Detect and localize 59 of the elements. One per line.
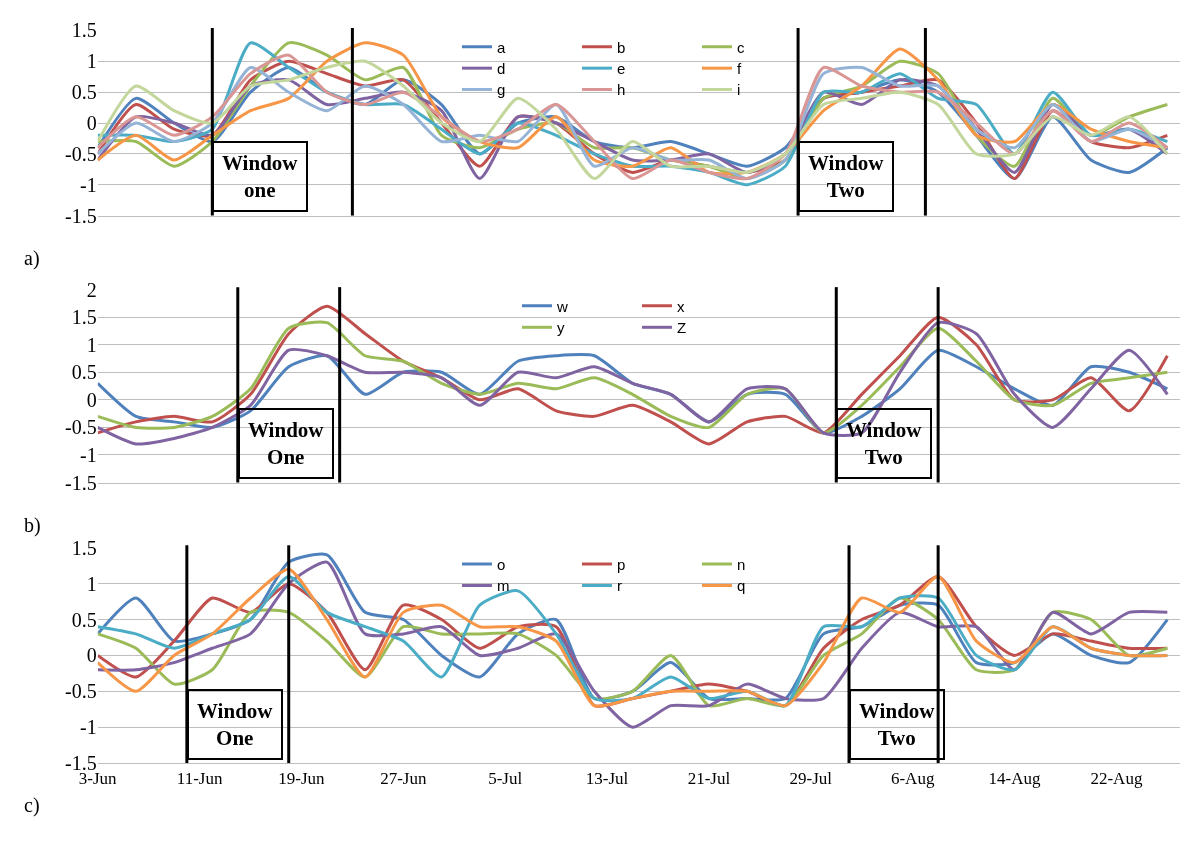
y-tick-label: -0.5 <box>65 416 97 439</box>
y-tick-label: 0.5 <box>71 81 97 104</box>
legend-label: r <box>616 577 622 595</box>
legend-label: f <box>736 60 742 78</box>
y-tick-label: 1.5 <box>71 306 97 329</box>
legend-label: x <box>676 297 685 315</box>
legend-label: b <box>616 38 626 56</box>
y-tick-label: 0 <box>86 388 97 411</box>
legend-label: g <box>496 81 506 99</box>
legend-label: m <box>496 577 510 595</box>
y-tick-label: 2 <box>86 278 97 301</box>
x-tick-label: 11-Jun <box>176 769 223 789</box>
y-tick-label: -0.5 <box>65 142 97 165</box>
legend-label: i <box>736 81 741 99</box>
legend-label: d <box>496 60 506 78</box>
x-tick-label: 6-Aug <box>890 769 935 789</box>
y-tick-label: 1.5 <box>71 19 97 42</box>
x-tick-label: 3-Jun <box>78 769 118 789</box>
x-tick-label: 29-Jul <box>789 769 833 789</box>
y-tick-label: 0 <box>86 112 97 135</box>
y-tick-label: -0.5 <box>65 680 97 703</box>
x-tick-label: 14-Aug <box>988 769 1042 789</box>
legend-label: y <box>556 319 565 337</box>
legend-label: a <box>496 38 506 56</box>
ref-line-label: Window One <box>197 699 274 751</box>
ref-line-label: Window Two <box>808 151 885 203</box>
legend-label: o <box>496 555 506 573</box>
x-tick-label: 21-Jul <box>687 769 731 789</box>
y-tick-label: 1 <box>86 572 97 595</box>
ref-line-label: Window one <box>222 151 299 203</box>
text: a) <box>24 247 40 270</box>
legend-label: n <box>736 555 746 573</box>
y-tick-label: -1.5 <box>65 204 97 227</box>
ref-line-label: Window Two <box>859 699 936 751</box>
y-tick-label: -1.5 <box>65 471 97 494</box>
y-tick-label: 1 <box>86 50 97 73</box>
x-tick-label: 27-Jun <box>380 769 427 789</box>
y-tick-label: 1 <box>86 333 97 356</box>
x-tick-label: 19-Jun <box>278 769 326 789</box>
x-tick-label: 5-Jul <box>488 769 523 789</box>
legend-label: p <box>616 555 626 573</box>
y-tick-label: 1.5 <box>71 536 97 559</box>
ref-line-label: Window One <box>248 418 325 470</box>
legend-label: w <box>555 297 568 315</box>
y-tick-label: -1 <box>80 173 97 196</box>
text: b) <box>24 514 41 537</box>
legend-label: c <box>736 38 745 56</box>
legend-label: Z <box>676 319 687 337</box>
x-tick-label: 13-Jul <box>585 769 629 789</box>
y-tick-label: 0 <box>86 644 97 667</box>
y-tick-label: 0.5 <box>71 608 97 631</box>
text: c) <box>24 794 40 817</box>
legend-label: h <box>616 81 626 99</box>
y-tick-label: -1 <box>80 443 97 466</box>
y-tick-label: 0.5 <box>71 361 97 384</box>
legend-label: e <box>616 60 626 78</box>
x-tick-label: 22-Aug <box>1090 769 1143 789</box>
y-tick-label: -1 <box>80 716 97 739</box>
legend-label: q <box>736 577 746 595</box>
